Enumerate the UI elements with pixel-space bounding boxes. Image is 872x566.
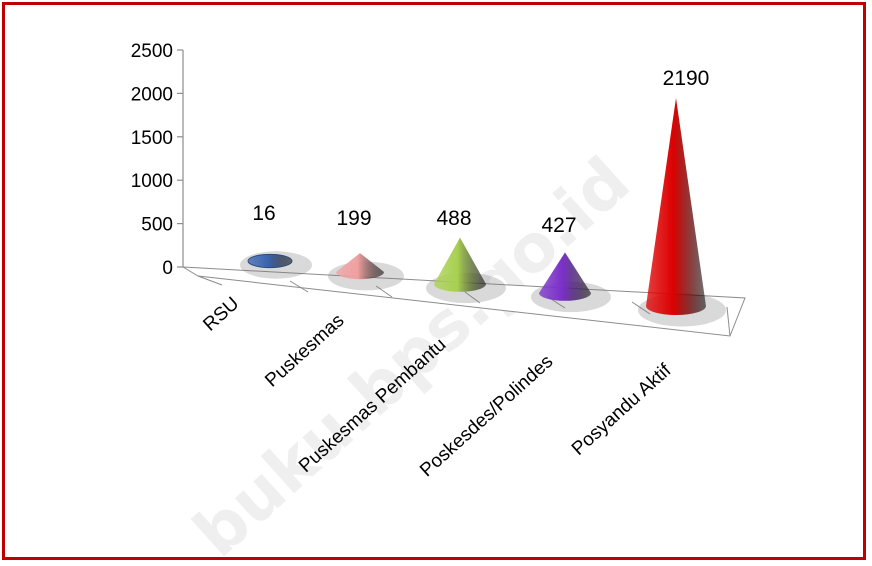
- floor-tick: [197, 275, 223, 286]
- cone-mark: [434, 237, 486, 292]
- watermark: buku.bps.go.id: [179, 142, 644, 566]
- data-label: 199: [336, 207, 371, 230]
- y-tick-label: 1500: [131, 128, 173, 149]
- y-tick-label: 2000: [131, 84, 173, 105]
- y-tick-label: 0: [162, 258, 173, 279]
- category-label: Posyandu Aktif: [568, 360, 676, 460]
- cone-mark: [247, 253, 293, 269]
- y-tick-label: 1000: [131, 171, 173, 192]
- cone-mark: [539, 252, 591, 301]
- floor-tick: [631, 301, 651, 315]
- category-label: RSU: [199, 293, 243, 335]
- cone-mark: [646, 97, 706, 315]
- cone-mark: [336, 253, 384, 280]
- floor-tick: [726, 306, 731, 337]
- data-label: 16: [252, 202, 275, 225]
- floor-tick: [375, 285, 393, 298]
- floor-tick: [289, 280, 309, 293]
- data-label: 2190: [663, 67, 710, 90]
- y-tick-label: 500: [141, 215, 173, 236]
- data-label: 488: [436, 207, 471, 230]
- y-tick-label: 2500: [131, 41, 173, 62]
- data-label: 427: [541, 214, 576, 237]
- floor-tick: [464, 291, 481, 304]
